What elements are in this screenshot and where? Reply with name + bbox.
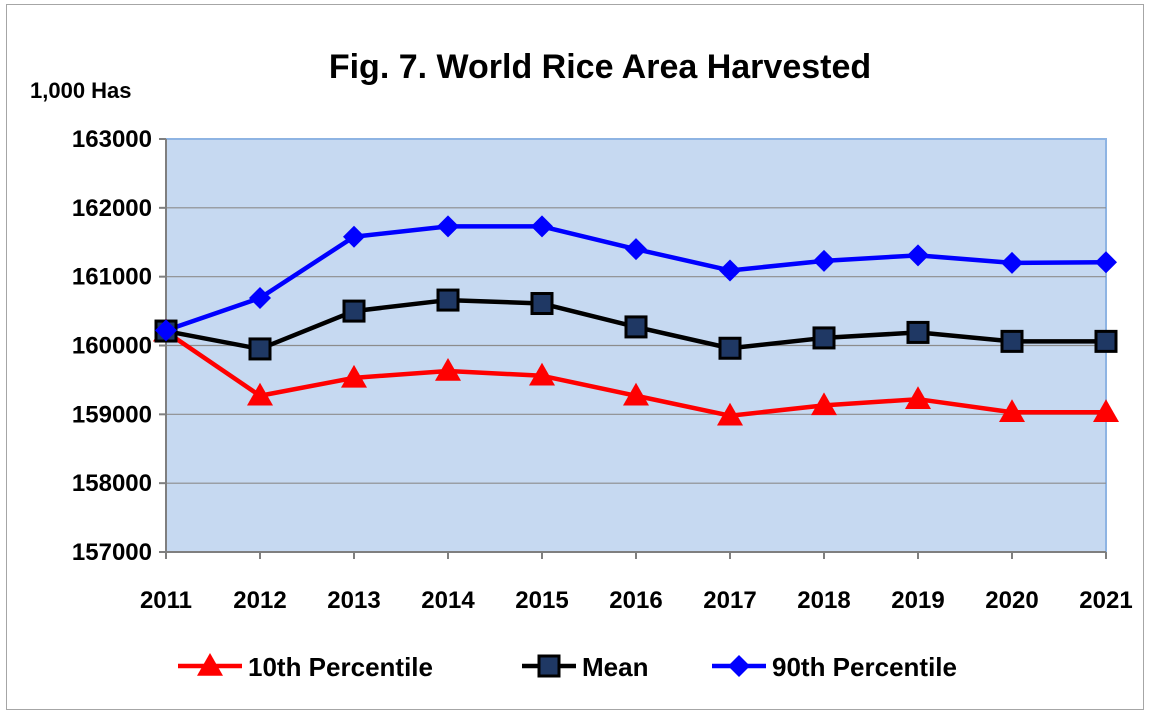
data-point-triangle	[999, 399, 1025, 423]
x-tick-label: 2016	[609, 587, 662, 614]
y-tick-label: 162000	[72, 195, 152, 222]
y-tick-label: 157000	[72, 539, 152, 566]
data-point-diamond	[907, 244, 929, 267]
y-axis-unit-label: 1,000 Has	[30, 78, 132, 103]
legend: 10th Percentile Mean 90th Percentile	[178, 652, 957, 682]
data-point-square	[436, 288, 460, 312]
data-point-triangle	[717, 402, 743, 426]
data-point-square	[248, 337, 272, 361]
x-tick-label: 2014	[421, 587, 475, 614]
legend-label: 10th Percentile	[248, 652, 433, 682]
data-point-triangle	[341, 364, 367, 388]
legend-marker-triangle	[197, 653, 223, 676]
data-point-diamond	[813, 249, 835, 272]
x-tick-label: 2017	[703, 587, 756, 614]
data-point-diamond	[531, 215, 553, 238]
data-point-diamond	[343, 225, 365, 248]
data-point-diamond	[249, 287, 271, 310]
chart-title: Fig. 7. World Rice Area Harvested	[329, 48, 871, 86]
data-point-square	[718, 336, 742, 360]
data-point-triangle	[529, 362, 555, 386]
data-point-triangle	[905, 386, 931, 409]
data-point-diamond	[1095, 251, 1117, 274]
data-point-square	[1000, 329, 1024, 353]
data-point-square	[812, 326, 836, 350]
data-point-square	[530, 292, 554, 316]
data-point-square	[342, 299, 366, 323]
data-point-diamond	[1001, 251, 1023, 274]
x-tick-label: 2015	[515, 587, 568, 614]
legend-label: Mean	[582, 652, 648, 682]
x-tick-label: 2018	[797, 587, 850, 614]
data-point-triangle	[1093, 399, 1119, 423]
legend-label: 90th Percentile	[772, 652, 957, 682]
x-tick-label: 2012	[233, 587, 286, 614]
data-point-diamond	[719, 259, 741, 282]
data-point-diamond	[625, 238, 647, 261]
legend-marker-square	[537, 654, 561, 678]
data-point-diamond	[155, 319, 177, 342]
y-tick-label: 159000	[72, 401, 152, 428]
data-point-square	[624, 315, 648, 339]
x-tick-label: 2011	[140, 587, 192, 614]
data-point-square	[1094, 329, 1118, 353]
x-tick-label: 2013	[327, 587, 380, 614]
y-tick-label: 160000	[72, 333, 152, 360]
data-point-triangle	[811, 392, 837, 416]
x-tick-label: 2020	[985, 587, 1038, 614]
data-point-triangle	[623, 382, 649, 406]
x-tick-label: 2019	[891, 587, 944, 614]
y-tick-label: 161000	[72, 264, 152, 291]
x-tick-label: 2021	[1079, 587, 1132, 614]
legend-marker-diamond	[728, 655, 750, 677]
data-point-square	[906, 320, 930, 344]
y-tick-label: 163000	[72, 126, 152, 153]
y-tick-label: 158000	[72, 470, 152, 497]
data-point-triangle	[247, 382, 273, 406]
plot-area: 157000 158000 159000 160000 161000 162000 1630…	[72, 126, 1133, 614]
data-point-triangle	[435, 357, 461, 381]
data-point-diamond	[437, 215, 459, 238]
